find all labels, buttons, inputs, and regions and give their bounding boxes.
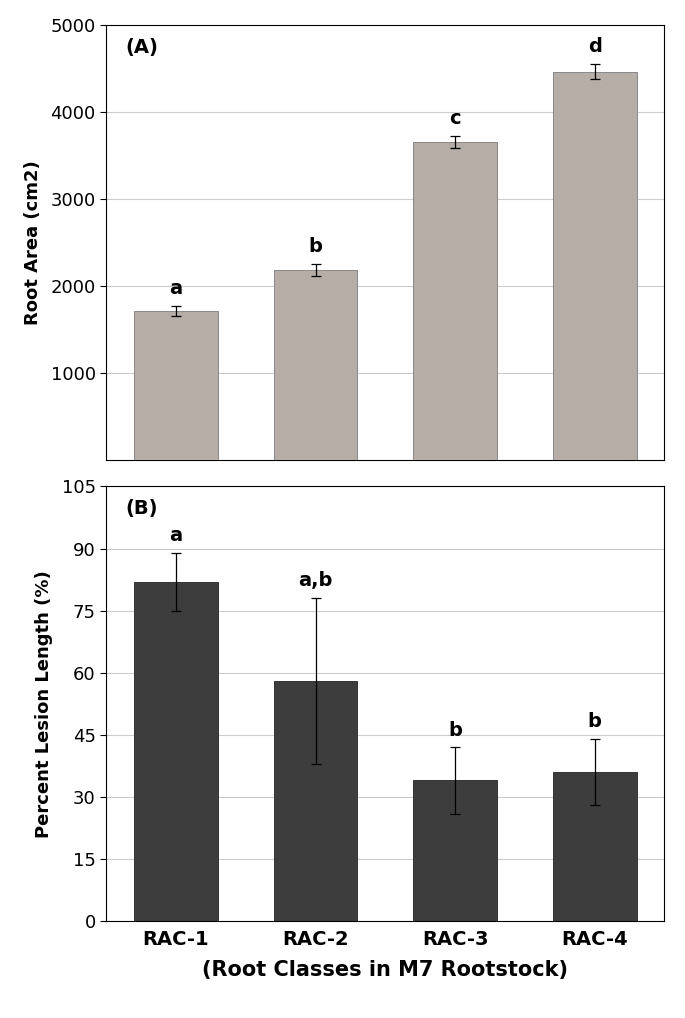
Bar: [553, 773, 636, 921]
Bar: [553, 71, 636, 460]
Bar: [413, 781, 497, 921]
Bar: [413, 142, 497, 460]
Bar: [134, 581, 218, 921]
Text: d: d: [588, 38, 601, 56]
Bar: [134, 310, 218, 460]
X-axis label: (Root Classes in M7 Rootstock): (Root Classes in M7 Rootstock): [202, 960, 569, 979]
Y-axis label: Percent Lesion Length (%): Percent Lesion Length (%): [36, 570, 53, 838]
Bar: [273, 270, 358, 460]
Bar: [273, 681, 358, 921]
Y-axis label: Root Area (cm2): Root Area (cm2): [24, 161, 42, 326]
Text: b: b: [308, 237, 323, 257]
Text: c: c: [449, 109, 461, 128]
Text: b: b: [448, 721, 462, 739]
Text: a: a: [169, 526, 182, 545]
Text: a,b: a,b: [299, 571, 333, 590]
Text: (B): (B): [126, 500, 158, 518]
Text: a: a: [169, 279, 182, 298]
Text: b: b: [588, 713, 601, 731]
Text: (A): (A): [126, 39, 159, 57]
